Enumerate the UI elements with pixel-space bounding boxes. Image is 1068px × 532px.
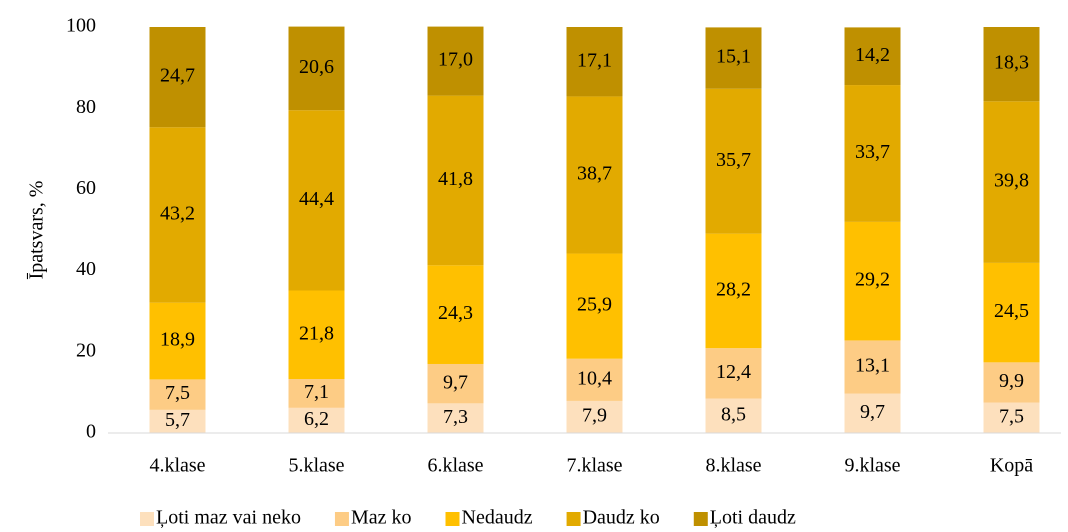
- data-label: 7,3: [443, 406, 468, 428]
- bar-segment: [427, 95, 484, 266]
- bar-segment: [566, 27, 623, 97]
- bar-segment: [705, 233, 762, 349]
- data-label: 13,1: [855, 355, 890, 377]
- bar-segment: [149, 127, 206, 303]
- data-label: 7,5: [165, 382, 190, 404]
- data-label: 15,1: [716, 46, 751, 68]
- data-label: 7,1: [304, 381, 329, 403]
- data-label: 18,9: [160, 329, 195, 351]
- bar-segment: [566, 358, 623, 401]
- bar-segment: [427, 363, 484, 404]
- bar-segment: [844, 85, 901, 222]
- data-label: 21,8: [299, 322, 334, 344]
- data-label: 24,7: [160, 65, 195, 87]
- data-label: 7,5: [999, 405, 1024, 427]
- bar-segment: [844, 221, 901, 341]
- x-tick-label: 8.klase: [705, 455, 761, 477]
- y-tick-label: 100: [66, 15, 96, 37]
- bar-segment: [566, 96, 623, 254]
- legend-swatch: [566, 512, 581, 526]
- bar-segment: [288, 379, 345, 408]
- y-tick-label: 0: [86, 421, 96, 443]
- data-label: 8,5: [721, 403, 746, 425]
- bar-segment: [844, 340, 901, 394]
- bar-segment: [983, 362, 1040, 403]
- data-label: 24,5: [994, 300, 1029, 322]
- bar-segment: [288, 110, 345, 291]
- data-label: 9,7: [443, 371, 468, 393]
- bar-segment: [705, 398, 762, 433]
- bar-segment: [844, 27, 901, 86]
- bar-segment: [983, 402, 1040, 433]
- bar-segment: [844, 393, 901, 433]
- data-label: 29,2: [855, 269, 890, 291]
- bar-segment: [427, 265, 484, 364]
- legend-swatch: [445, 512, 460, 526]
- data-label: 44,4: [299, 188, 334, 210]
- legend-swatch: [334, 512, 349, 526]
- data-label: 25,9: [577, 294, 612, 316]
- bar-segment: [149, 409, 206, 433]
- y-tick-label: 40: [76, 258, 96, 280]
- y-tick-label: 80: [76, 96, 96, 118]
- data-label: 12,4: [716, 361, 751, 383]
- data-label: 38,7: [577, 163, 612, 185]
- legend-label: Daudz ko: [583, 507, 660, 529]
- legend-label: Nedaudz: [462, 507, 533, 529]
- bar-segment: [149, 27, 206, 128]
- x-tick-label: Kopā: [990, 455, 1033, 477]
- data-label: 39,8: [994, 170, 1029, 192]
- data-label: 20,6: [299, 56, 334, 78]
- data-label: 5,7: [165, 409, 190, 431]
- x-tick-label: 7.klase: [566, 455, 622, 477]
- data-label: 9,7: [860, 401, 885, 423]
- bar-segment: [288, 290, 345, 380]
- legend-swatch: [693, 512, 708, 526]
- bar-segment: [705, 88, 762, 234]
- bar-segment: [983, 27, 1040, 102]
- bar-segment: [149, 379, 206, 410]
- data-label: 24,3: [438, 302, 473, 324]
- data-label: 14,2: [855, 44, 890, 66]
- data-label: 43,2: [160, 203, 195, 225]
- data-label: 6,2: [304, 408, 329, 430]
- data-label: 41,8: [438, 168, 473, 190]
- bar-segment: [288, 26, 345, 111]
- legend-label: Ļoti daudz: [710, 507, 796, 529]
- x-tick-label: 5.klase: [288, 455, 344, 477]
- bar-segment: [149, 302, 206, 380]
- data-label: 28,2: [716, 278, 751, 300]
- x-tick-label: 9.klase: [844, 455, 900, 477]
- bar-segment: [427, 403, 484, 433]
- data-label: 10,4: [577, 367, 612, 389]
- legend-label: Maz ko: [351, 507, 412, 529]
- bar-segment: [705, 27, 762, 89]
- bar-segment: [983, 262, 1040, 363]
- data-label: 17,0: [438, 49, 473, 71]
- bar-segment: [288, 407, 345, 433]
- data-label: 17,1: [577, 49, 612, 71]
- x-tick-label: 6.klase: [427, 455, 483, 477]
- bar-segment: [705, 348, 762, 399]
- y-tick-label: 60: [76, 177, 96, 199]
- data-label: 18,3: [994, 52, 1029, 74]
- data-label: 7,9: [582, 405, 607, 427]
- x-tick-label: 4.klase: [149, 455, 205, 477]
- bar-segment: [983, 101, 1040, 263]
- y-axis-label: Īpatsvars, %: [26, 181, 48, 280]
- data-label: 35,7: [716, 149, 751, 171]
- legend-swatch: [140, 512, 154, 526]
- data-label: 33,7: [855, 141, 890, 163]
- bar-segment: [427, 26, 484, 96]
- legend-label: Ļoti maz vai neko: [156, 507, 301, 529]
- bar-segment: [566, 253, 623, 359]
- data-label: 9,9: [999, 370, 1024, 392]
- bar-segment: [566, 400, 623, 433]
- y-tick-label: 20: [76, 339, 96, 361]
